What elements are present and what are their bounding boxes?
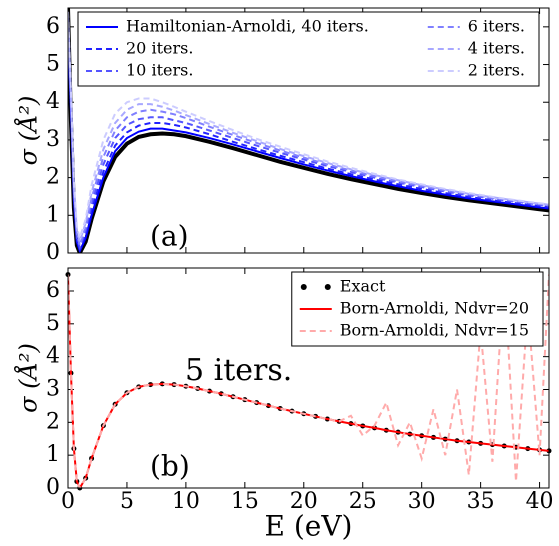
y-tick-label: 2 xyxy=(46,165,60,190)
series-line xyxy=(68,8,549,253)
y-tick-label: 0 xyxy=(46,475,60,500)
legend-frame xyxy=(77,11,540,87)
y-axis-label: σ (Å²) xyxy=(14,96,43,166)
y-tick-label: 1 xyxy=(46,442,60,467)
legend-swatch xyxy=(324,284,331,290)
series-line xyxy=(68,38,549,253)
series-line xyxy=(68,19,549,250)
y-tick-label: 3 xyxy=(46,127,60,152)
legend-label: Exact xyxy=(340,277,386,296)
y-tick-label: 4 xyxy=(46,344,60,369)
series-line xyxy=(68,274,549,488)
x-tick-label: 25 xyxy=(349,489,377,514)
y-axis-label: σ (Å²) xyxy=(14,343,43,413)
legend-label: 20 iters. xyxy=(126,39,193,58)
x-tick-label: 30 xyxy=(408,489,436,514)
legend-label: 6 iters. xyxy=(468,17,525,36)
legend-label: 10 iters. xyxy=(126,61,193,80)
legend-swatch xyxy=(300,284,307,290)
y-tick-label: 1 xyxy=(46,202,60,227)
series-line xyxy=(68,15,549,246)
annotation: (a) xyxy=(150,220,189,253)
x-tick-label: 10 xyxy=(172,489,200,514)
legend-label: Hamiltonian-Arnoldi, 40 iters. xyxy=(126,17,369,36)
series-line xyxy=(68,11,549,242)
x-tick-label: 15 xyxy=(231,489,259,514)
axes-frame xyxy=(67,267,550,489)
x-tick-label: 0 xyxy=(61,489,75,514)
y-tick-label: 5 xyxy=(46,311,60,336)
legend-label: 4 iters. xyxy=(468,39,525,58)
annotation: 5 iters. xyxy=(185,353,292,388)
y-tick-label: 3 xyxy=(46,376,60,401)
legend-label: Born-Arnoldi, Ndvr=15 xyxy=(340,321,529,340)
y-tick-label: 5 xyxy=(46,52,60,77)
y-tick-label: 6 xyxy=(46,14,60,39)
x-tick-label: 40 xyxy=(526,489,554,514)
y-tick-label: 2 xyxy=(46,409,60,434)
x-axis-label: E (eV) xyxy=(265,510,353,543)
legend-frame xyxy=(291,271,544,347)
x-tick-label: 20 xyxy=(290,489,318,514)
x-tick-label: 35 xyxy=(467,489,495,514)
y-tick-label: 6 xyxy=(46,278,60,303)
x-tick-label: 5 xyxy=(120,489,134,514)
legend: Exact Born-Arnoldi, Ndvr=20 Born-Arnoldi, … xyxy=(291,271,544,347)
legend-label: 2 iters. xyxy=(468,61,525,80)
panel: 0 1 2 3 4 5 6 σ (Å²) (a) Hamiltonian-Arnoldi, 40 … xyxy=(14,7,550,265)
y-tick-label: 0 xyxy=(46,240,60,265)
axes-frame xyxy=(67,7,550,254)
series-line xyxy=(68,23,549,251)
legend: Hamiltonian-Arnoldi, 40 iters. 20 iters. 1… xyxy=(77,11,540,87)
annotation: (b) xyxy=(150,450,190,483)
legend-label: Born-Arnoldi, Ndvr=20 xyxy=(340,299,529,318)
y-tick-label: 4 xyxy=(46,89,60,114)
